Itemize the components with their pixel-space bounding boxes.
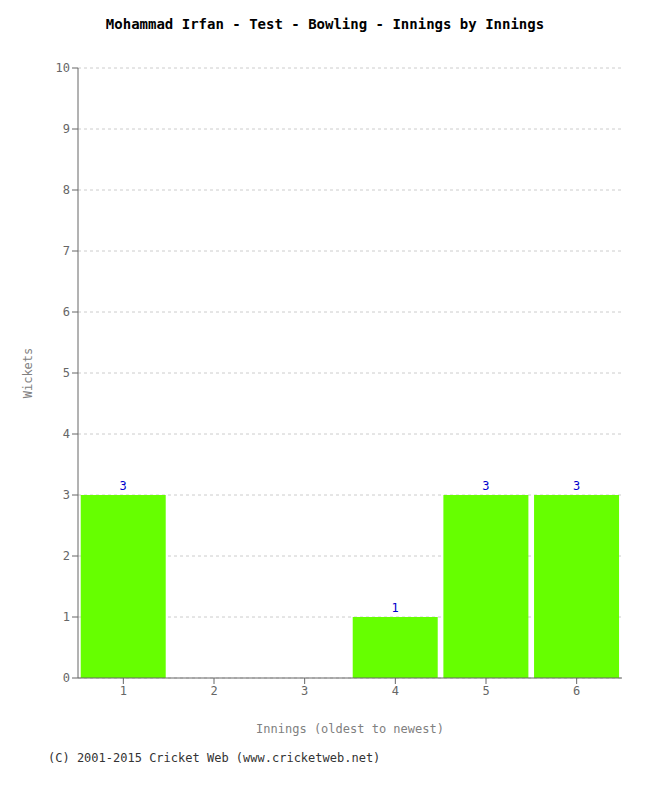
svg-text:1: 1 xyxy=(120,684,127,698)
svg-text:3: 3 xyxy=(63,488,70,502)
svg-text:1: 1 xyxy=(63,610,70,624)
svg-text:2: 2 xyxy=(210,684,217,698)
svg-text:5: 5 xyxy=(63,366,70,380)
svg-text:10: 10 xyxy=(56,61,70,75)
svg-text:9: 9 xyxy=(63,122,70,136)
svg-text:3: 3 xyxy=(120,479,127,493)
svg-text:8: 8 xyxy=(63,183,70,197)
svg-text:6: 6 xyxy=(63,305,70,319)
svg-text:1: 1 xyxy=(392,601,399,615)
svg-text:Wickets: Wickets xyxy=(21,348,35,399)
svg-text:3: 3 xyxy=(301,684,308,698)
html-text:Mohammad Irfan - Test - Bowlin: Mohammad Irfan - Test - Bowling - Inning… xyxy=(105,16,545,32)
svg-text:6: 6 xyxy=(573,684,580,698)
svg-text:3: 3 xyxy=(573,479,580,493)
svg-text:4: 4 xyxy=(392,684,399,698)
html-text:(C) 2001-2015 Cricket Web (www: (C) 2001-2015 Cricket Web (www.cricketwe… xyxy=(48,751,381,765)
svg-text:3: 3 xyxy=(482,479,489,493)
svg-text:0: 0 xyxy=(63,671,70,685)
svg-text:2: 2 xyxy=(63,549,70,563)
svg-text:5: 5 xyxy=(482,684,489,698)
svg-text:4: 4 xyxy=(63,427,70,441)
svg-text:Innings (oldest to newest): Innings (oldest to newest) xyxy=(256,722,444,736)
svg-text:7: 7 xyxy=(63,244,70,258)
